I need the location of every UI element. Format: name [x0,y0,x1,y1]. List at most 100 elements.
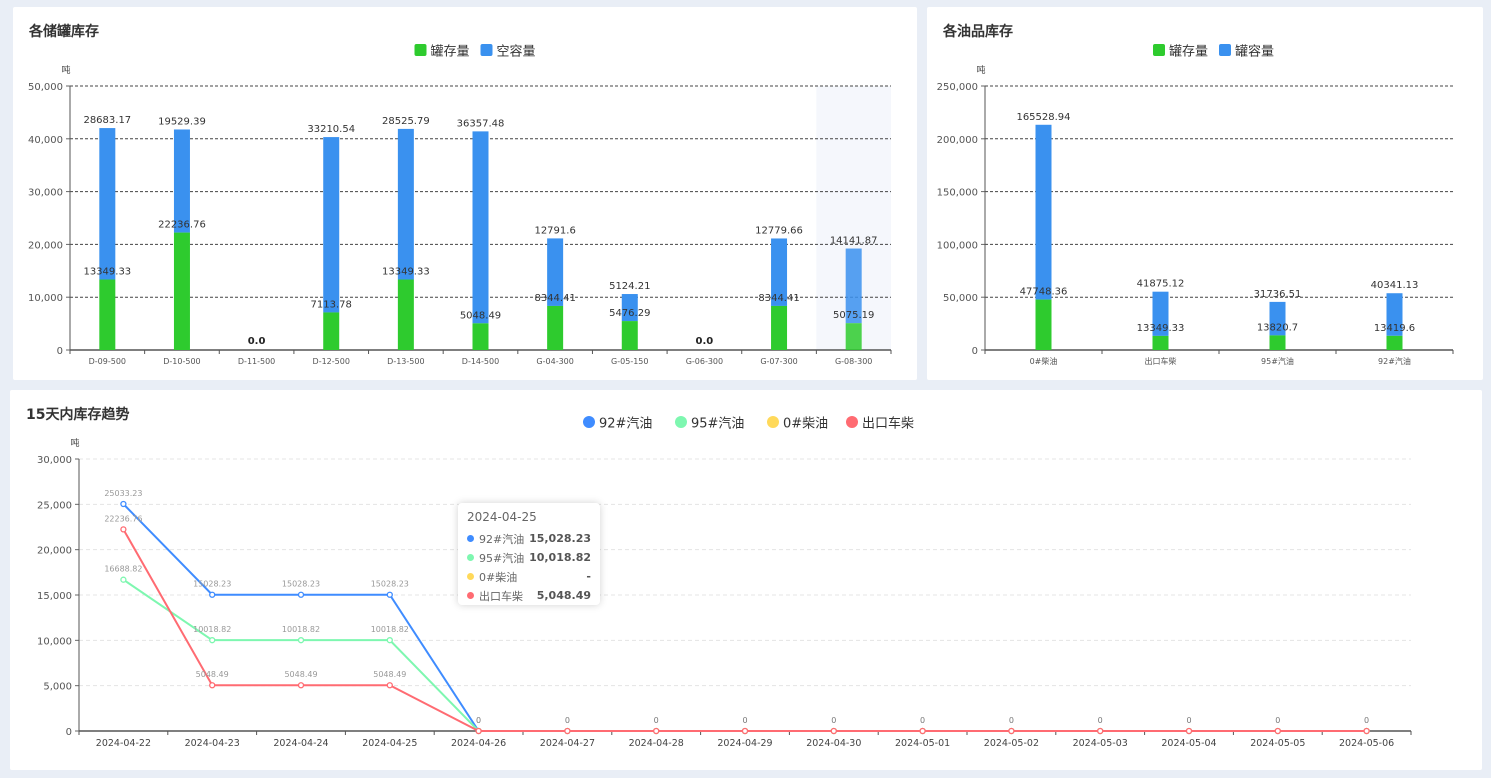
y-axis-unit: 吨 [70,437,79,449]
data-point [564,727,571,735]
tooltip-series-name: 95#汽油 [479,551,525,565]
y-tick-label: 10,000 [28,293,63,304]
bar-label: 13349.33 [1137,323,1185,334]
data-point [297,591,305,598]
bar-empty-segment [771,238,788,306]
x-tick-label: 2024-04-28 [629,738,684,749]
trend-panel: 15天内库存趋势 92#汽油 95#汽油 0#柴油 出口车柴 0 5,000 10,000 1… [10,390,1482,770]
panel-title: 各储罐库存 [29,24,99,40]
data-label: 15028.23 [282,580,320,589]
bar-label: 14141.87 [830,236,878,247]
legend-item[interactable]: 罐容量 [1235,44,1274,60]
data-label: 0 [742,716,747,725]
data-label: 0 [1009,716,1014,725]
legend-item[interactable]: 罐存量 [431,45,470,60]
tooltip-value: - [586,570,591,583]
series-dot-icon [467,573,474,580]
data-point [1363,727,1370,735]
x-tick-label: 2024-04-29 [717,738,772,749]
panel-title: 各油品库存 [943,24,1013,40]
bar-label: 7113.78 [311,299,352,310]
legend-swatch-icon [1153,44,1165,56]
bar-stock-segment [173,232,190,350]
bar-stock-segment [1035,299,1052,350]
tank-inventory-chart[interactable]: 罐存量 空容量 0 10,000 20,000 30,000 40,000 50,000 吨 D-… [13,7,917,380]
legend-item[interactable]: 空容量 [497,44,536,60]
bar-label: 8344.41 [758,293,799,304]
x-tick-label: D-10-500 [163,357,200,366]
y-tick-label: 30,000 [37,455,72,466]
bar-label: 165528.94 [1016,112,1070,123]
data-point [386,591,393,598]
bar-stock-segment [547,305,564,350]
bar-empty-segment [845,248,862,324]
bar-empty-segment [1386,293,1403,336]
x-tick-label: 2024-05-04 [1161,738,1216,749]
bar-label: 12779.66 [755,225,803,236]
data-label: 10018.82 [282,625,320,634]
data-point [741,727,749,735]
y-tick-label: 0 [57,346,63,357]
bar-empty-segment [397,128,414,280]
bar-stock-segment [397,279,414,350]
legend-item[interactable]: 出口车柴 [862,416,914,432]
legend-dot-icon [583,416,595,428]
data-point [209,637,216,644]
x-tick-label: 2024-04-25 [362,738,417,749]
y-tick-label: 20,000 [28,240,63,251]
panel-title: 15天内库存趋势 [26,407,130,423]
data-point [120,500,127,508]
data-label: 15028.23 [371,580,409,589]
y-tick-label: 0 [66,727,72,738]
tooltip-row: 92#汽油 15,028.23 [467,529,591,548]
x-tick-label: G-05-150 [611,357,648,366]
y-tick-label: 100,000 [937,240,978,251]
data-point [1097,727,1104,735]
x-tick-label: D-13-500 [387,357,424,366]
legend-item[interactable]: 罐存量 [1169,45,1208,60]
series-dot-icon [467,554,474,561]
x-tick-label: D-11-500 [238,357,275,366]
bar-empty-segment [323,137,340,313]
data-point [386,637,393,644]
tank-inventory-panel: 各储罐库存 罐存量 空容量 0 10,000 20,000 30,000 40,000 50,… [13,7,917,380]
y-tick-label: 20,000 [37,546,72,557]
x-tick-label: 2024-05-01 [895,738,950,749]
bar-stock-segment [323,312,340,350]
tooltip-date: 2024-04-25 [467,510,537,524]
x-tick-label: 2024-05-02 [984,738,1039,749]
tooltip-series-name: 0#柴油 [479,570,518,584]
data-label: 0 [1186,716,1191,725]
data-point [120,576,127,583]
data-label: 15028.23 [193,580,231,589]
bar-stock-segment [1152,335,1169,350]
x-tick-label: 2024-04-26 [451,738,506,749]
product-inventory-chart[interactable]: 罐存量 罐容量 0 50,000 100,000 150,000 200,000 250,00… [927,7,1483,380]
y-tick-label: 25,000 [37,500,72,511]
bar-label: 13820.7 [1257,322,1298,333]
tooltip-series-name: 92#汽油 [479,532,525,546]
trend-chart[interactable]: 92#汽油 95#汽油 0#柴油 出口车柴05,00010,00015,00020,0… [10,390,1482,770]
bar-stock-segment [1269,335,1286,350]
bar-stock-segment [621,321,638,350]
bar-label: 13419.6 [1374,323,1415,334]
bar-label: 31736.51 [1254,289,1302,300]
bar-stock-segment [1386,335,1403,350]
bar-label: 0.0 [248,336,266,347]
x-tick-label: 2024-04-22 [96,738,151,749]
legend-item[interactable]: 95#汽油 [691,417,744,432]
series-line [122,578,1367,732]
legend-item[interactable]: 0#柴油 [783,417,828,432]
bar-label: 5075.19 [833,310,874,321]
bar-empty-segment [472,131,489,324]
y-tick-label: 200,000 [937,135,978,146]
data-label: 0 [1364,716,1369,725]
data-label: 0 [565,716,570,725]
data-point [653,727,660,735]
legend-item[interactable]: 92#汽油 [599,417,652,432]
product-inventory-panel: 各油品库存 罐存量 罐容量 0 50,000 100,000 150,000 200,000… [927,7,1483,380]
legend-swatch-icon [414,44,427,56]
x-tick-label: 2024-05-06 [1339,738,1394,749]
bar-label: 8344.41 [534,293,575,304]
y-tick-label: 0 [972,346,978,357]
